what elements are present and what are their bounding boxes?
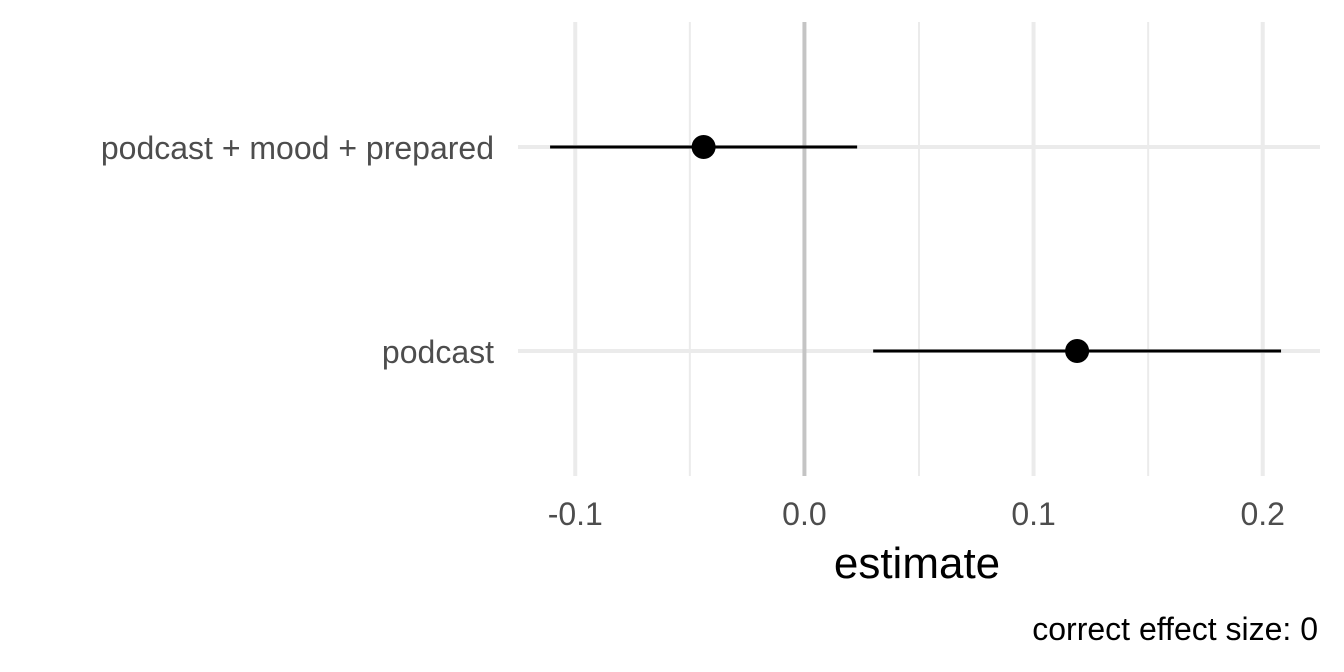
point-range-marks bbox=[550, 135, 1282, 363]
estimate-point bbox=[1065, 339, 1090, 363]
x-tick-label: 0.1 bbox=[1011, 496, 1055, 532]
x-tick-label: 0.2 bbox=[1240, 496, 1284, 532]
x-axis-tick-labels: -0.1 0.0 0.1 0.2 bbox=[548, 496, 1285, 532]
x-tick-label: 0.0 bbox=[782, 496, 826, 532]
y-axis-tick-labels: podcast + mood + prepared podcast bbox=[101, 130, 494, 370]
x-tick-label: -0.1 bbox=[548, 496, 603, 532]
y-tick-label: podcast bbox=[382, 334, 494, 370]
estimate-point bbox=[691, 135, 716, 159]
minor-gridlines bbox=[688, 22, 1150, 476]
y-tick-label: podcast + mood + prepared bbox=[101, 130, 494, 166]
chart-caption: correct effect size: 0 bbox=[1032, 611, 1318, 647]
x-axis-title: estimate bbox=[834, 539, 1000, 588]
